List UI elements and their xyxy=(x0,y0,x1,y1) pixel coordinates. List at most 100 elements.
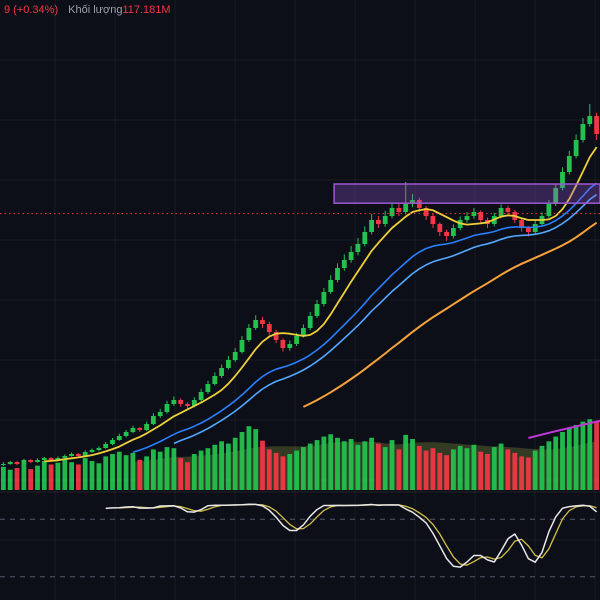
candle-body xyxy=(171,400,177,404)
candle-body xyxy=(76,454,81,456)
candle-body xyxy=(382,216,388,224)
candle-body xyxy=(239,340,245,352)
candle-body xyxy=(103,444,109,448)
candle-body xyxy=(232,352,238,360)
ema-light-blue-line-layer xyxy=(173,193,598,445)
candle-body xyxy=(430,216,436,224)
volume-bar xyxy=(519,456,524,490)
candle-body xyxy=(246,328,252,340)
candle-body xyxy=(423,208,429,216)
candle-body xyxy=(116,436,122,440)
volume-bar xyxy=(491,447,497,490)
candle-body xyxy=(444,232,449,236)
candle-body xyxy=(294,336,299,344)
candle-body xyxy=(14,462,20,464)
volume-bar xyxy=(464,448,470,490)
candle-body xyxy=(273,332,279,340)
volume-bar xyxy=(198,450,204,490)
volume-bar xyxy=(178,458,184,490)
candle-body xyxy=(403,204,409,212)
volume-bar xyxy=(7,469,13,490)
volume-bar xyxy=(232,437,238,490)
volume-bar xyxy=(294,450,299,490)
candle-body xyxy=(451,228,456,236)
ema-light-blue-line xyxy=(173,193,598,445)
volume-bar xyxy=(48,464,54,490)
volume-bar xyxy=(14,468,20,490)
candle-body xyxy=(55,458,61,460)
stochastic-d-line xyxy=(119,503,597,566)
candle-body xyxy=(41,458,47,460)
volume-bar xyxy=(341,441,347,490)
volume-bar xyxy=(355,444,361,490)
candle-body xyxy=(178,400,184,404)
volume-bar xyxy=(376,443,381,490)
volume-bar xyxy=(123,455,129,490)
candle-body xyxy=(560,172,565,188)
volume-bar xyxy=(69,462,74,490)
volume-bar xyxy=(587,419,593,490)
volume-bar xyxy=(28,469,34,490)
candle-body xyxy=(532,224,538,232)
volume-bar xyxy=(485,454,490,490)
ma-yellow-line xyxy=(44,146,598,463)
candle-body xyxy=(321,292,327,304)
volume-bar xyxy=(423,450,429,490)
volume-bar xyxy=(226,443,231,490)
volume-bar xyxy=(580,421,586,490)
candle-body xyxy=(594,116,599,134)
volume-bar xyxy=(546,441,552,490)
candle-body xyxy=(110,440,115,444)
candle-body xyxy=(348,252,354,260)
volume-bar xyxy=(185,462,190,490)
volume-bar xyxy=(21,463,27,490)
ma-orange-line-layer xyxy=(302,221,598,408)
candle-body xyxy=(519,220,524,228)
volume-bar xyxy=(437,452,443,490)
volume-bar xyxy=(130,452,136,490)
volume-bar xyxy=(566,427,572,490)
volume-bar xyxy=(96,463,102,490)
candle-body xyxy=(553,188,559,204)
volume-bar xyxy=(471,444,477,490)
candle-body xyxy=(7,462,13,464)
candle-body xyxy=(573,140,579,156)
volume-bar xyxy=(164,447,170,490)
volume-bar xyxy=(444,455,449,490)
stochastic-k-line xyxy=(105,503,598,568)
annotation-rectangle[interactable] xyxy=(333,183,600,204)
volume-bar xyxy=(314,440,320,490)
volume-bar xyxy=(301,447,306,490)
volume-bar xyxy=(410,439,415,490)
volume-bar xyxy=(382,447,388,490)
candle-body xyxy=(226,360,231,368)
volume-bar xyxy=(389,440,395,490)
volume-bar xyxy=(416,445,422,490)
volume-bar xyxy=(307,443,313,490)
volume-bar xyxy=(171,448,177,490)
volume-bar xyxy=(573,425,579,490)
volume-bar xyxy=(478,451,484,490)
volume-bar xyxy=(35,465,40,490)
volume-bar xyxy=(266,449,272,490)
volume-bar xyxy=(151,449,156,490)
candle-body xyxy=(416,200,422,208)
candle-body xyxy=(151,416,156,424)
candle-body xyxy=(389,208,395,216)
candle-body xyxy=(89,450,95,452)
candle-body xyxy=(376,220,381,224)
volume-bar xyxy=(430,448,436,490)
candle-body xyxy=(369,220,374,232)
volume-bar xyxy=(62,459,68,490)
volume-bar xyxy=(239,432,245,490)
candle-body xyxy=(437,224,443,232)
volume-bar xyxy=(512,452,518,490)
candle-body xyxy=(28,460,34,462)
oscillator-pane xyxy=(0,503,600,578)
volume-bar xyxy=(335,437,340,490)
volume-bar xyxy=(110,454,115,490)
candle-body xyxy=(198,392,204,400)
